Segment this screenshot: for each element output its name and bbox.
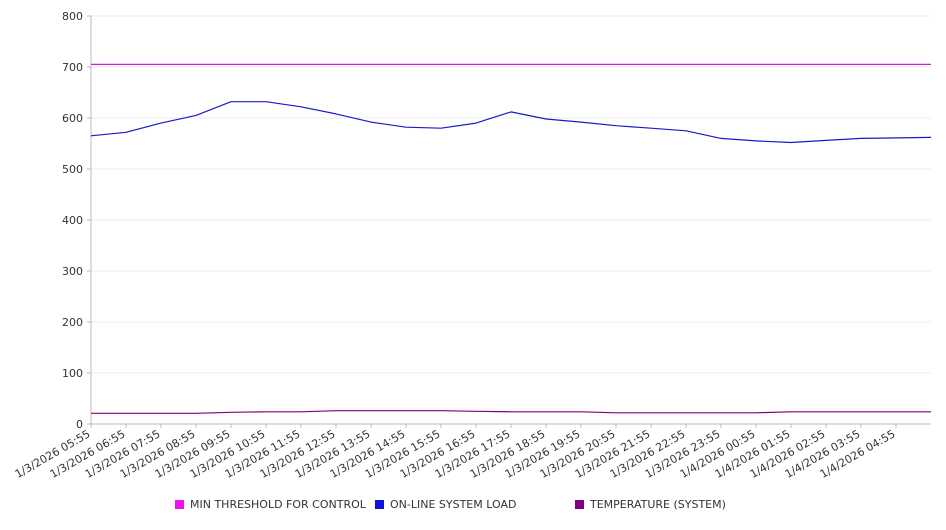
y-tick-label: 700	[62, 61, 83, 74]
y-tick-label: 400	[62, 214, 83, 227]
legend-swatch-temperature	[575, 500, 584, 509]
y-tick-label: 0	[76, 418, 83, 431]
legend-swatch-min-threshold	[175, 500, 184, 509]
legend-item-temperature[interactable]: TEMPERATURE (SYSTEM)	[575, 498, 726, 511]
y-tick-label: 500	[62, 163, 83, 176]
series-line-on-line-system-load	[90, 101, 932, 144]
legend-item-system-load[interactable]: ON-LINE SYSTEM LOAD	[375, 498, 516, 511]
y-tick-label: 200	[62, 316, 83, 329]
series-line-temperature-system	[91, 410, 931, 414]
y-tick-label: 300	[62, 265, 83, 278]
legend-swatch-system-load	[375, 500, 384, 509]
legend-item-min-threshold[interactable]: MIN THRESHOLD FOR CONTROL	[175, 498, 366, 511]
legend-label-system-load: ON-LINE SYSTEM LOAD	[390, 498, 517, 511]
y-tick-label: 800	[62, 10, 83, 23]
y-tick-label: 600	[62, 112, 83, 125]
legend-label-temperature: TEMPERATURE (SYSTEM)	[590, 498, 726, 511]
y-tick-label: 100	[62, 367, 83, 380]
legend-label-min-threshold: MIN THRESHOLD FOR CONTROL	[190, 498, 366, 511]
legend: MIN THRESHOLD FOR CONTROL ON-LINE SYSTEM…	[0, 498, 946, 518]
